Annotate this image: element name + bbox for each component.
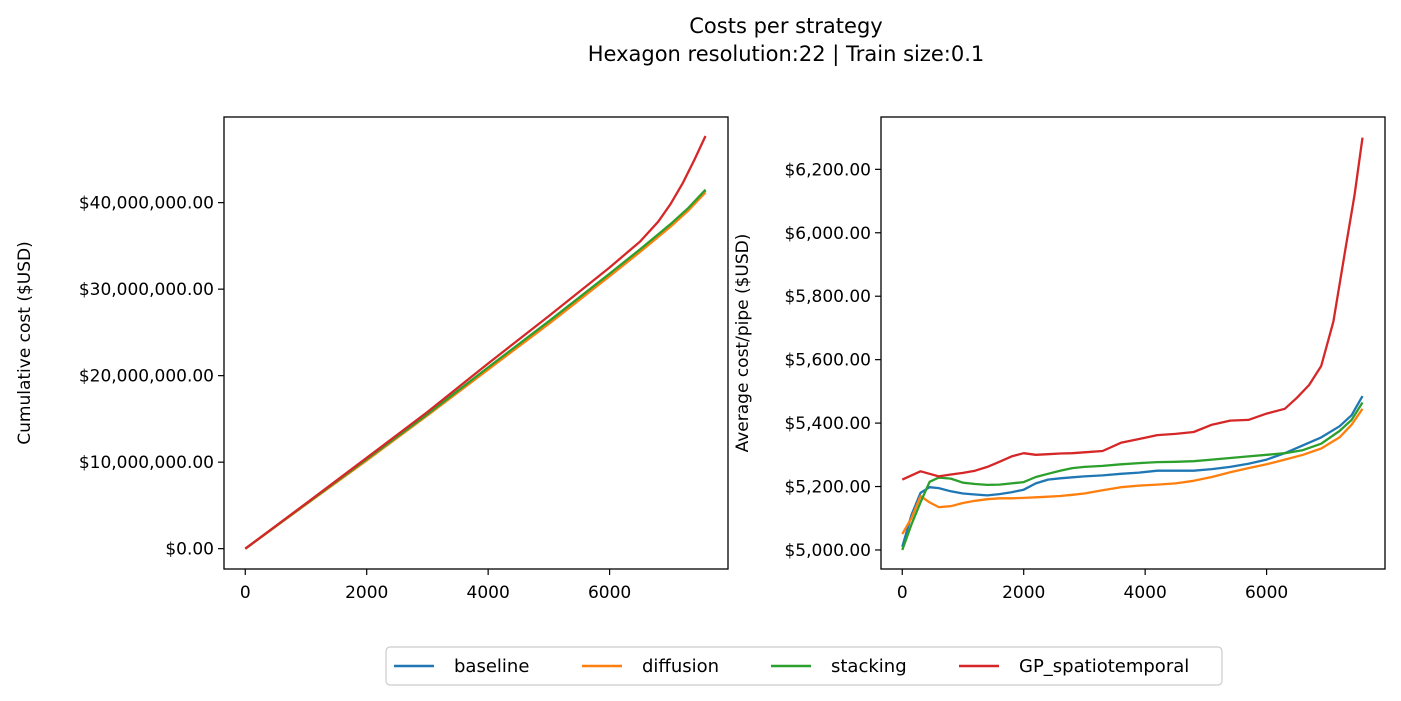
legend-label: baseline: [454, 656, 529, 677]
y-axis-label: Cumulative cost ($USD): [15, 241, 35, 445]
y-tick-label: $30,000,000.00: [79, 280, 214, 300]
legend-label: GP_spatiotemporal: [1019, 656, 1189, 677]
y-tick-label: $5,800.00: [784, 287, 871, 307]
y-tick-label: $6,000.00: [784, 224, 871, 244]
x-tick-label: 4000: [467, 583, 510, 603]
y-tick-label: $5,000.00: [784, 541, 871, 561]
y-tick-label: $20,000,000.00: [79, 367, 214, 387]
x-tick-label: 0: [897, 583, 908, 603]
figure-subtitle: Hexagon resolution:22 | Train size:0.1: [588, 42, 985, 67]
x-tick-label: 6000: [588, 583, 631, 603]
cumulative-cost-chart: 0 2000 4000 6000 $0.00 $10,000,000.00 $20,000…: [15, 116, 729, 603]
legend-item-baseline: baseline: [394, 656, 529, 677]
figure-title: Costs per strategy: [689, 14, 882, 38]
series-line-GP_spatiotemporal: [244, 135, 707, 550]
y-axis-label: Average cost/pipe ($USD): [733, 234, 753, 453]
y-tick-label: $5,200.00: [784, 478, 871, 498]
legend-item-stacking: stacking: [771, 656, 907, 677]
y-tick-label: $6,200.00: [784, 160, 871, 180]
x-tick-label: 2000: [345, 583, 388, 603]
series-line-baseline: [901, 395, 1364, 548]
x-tick-label: 0: [240, 583, 251, 603]
y-tick-label: $5,400.00: [784, 414, 871, 434]
legend-label: diffusion: [642, 656, 719, 677]
y-tick-label: $40,000,000.00: [79, 194, 214, 214]
y-tick-label: $0.00: [165, 540, 214, 560]
plot-frame: [223, 116, 729, 570]
x-tick-label: 4000: [1124, 583, 1167, 603]
average-cost-chart: 0 2000 4000 6000 $5,000.00 $5,200.00 $5,400.0…: [733, 116, 1386, 603]
legend: baseline diffusion stacking GP_spatiotempor…: [385, 646, 1223, 686]
y-tick-label: $10,000,000.00: [79, 453, 214, 473]
legend-item-diffusion: diffusion: [582, 656, 719, 677]
series-line-diffusion: [901, 408, 1364, 535]
series-line-GP_spatiotemporal: [901, 137, 1364, 481]
plot-frame: [880, 116, 1386, 570]
y-tick-label: $5,600.00: [784, 351, 871, 371]
legend-item-GP_spatiotemporal: GP_spatiotemporal: [959, 656, 1189, 677]
series-line-stacking: [901, 401, 1364, 551]
x-tick-label: 6000: [1245, 583, 1288, 603]
x-tick-label: 2000: [1002, 583, 1045, 603]
legend-label: stacking: [831, 656, 907, 677]
